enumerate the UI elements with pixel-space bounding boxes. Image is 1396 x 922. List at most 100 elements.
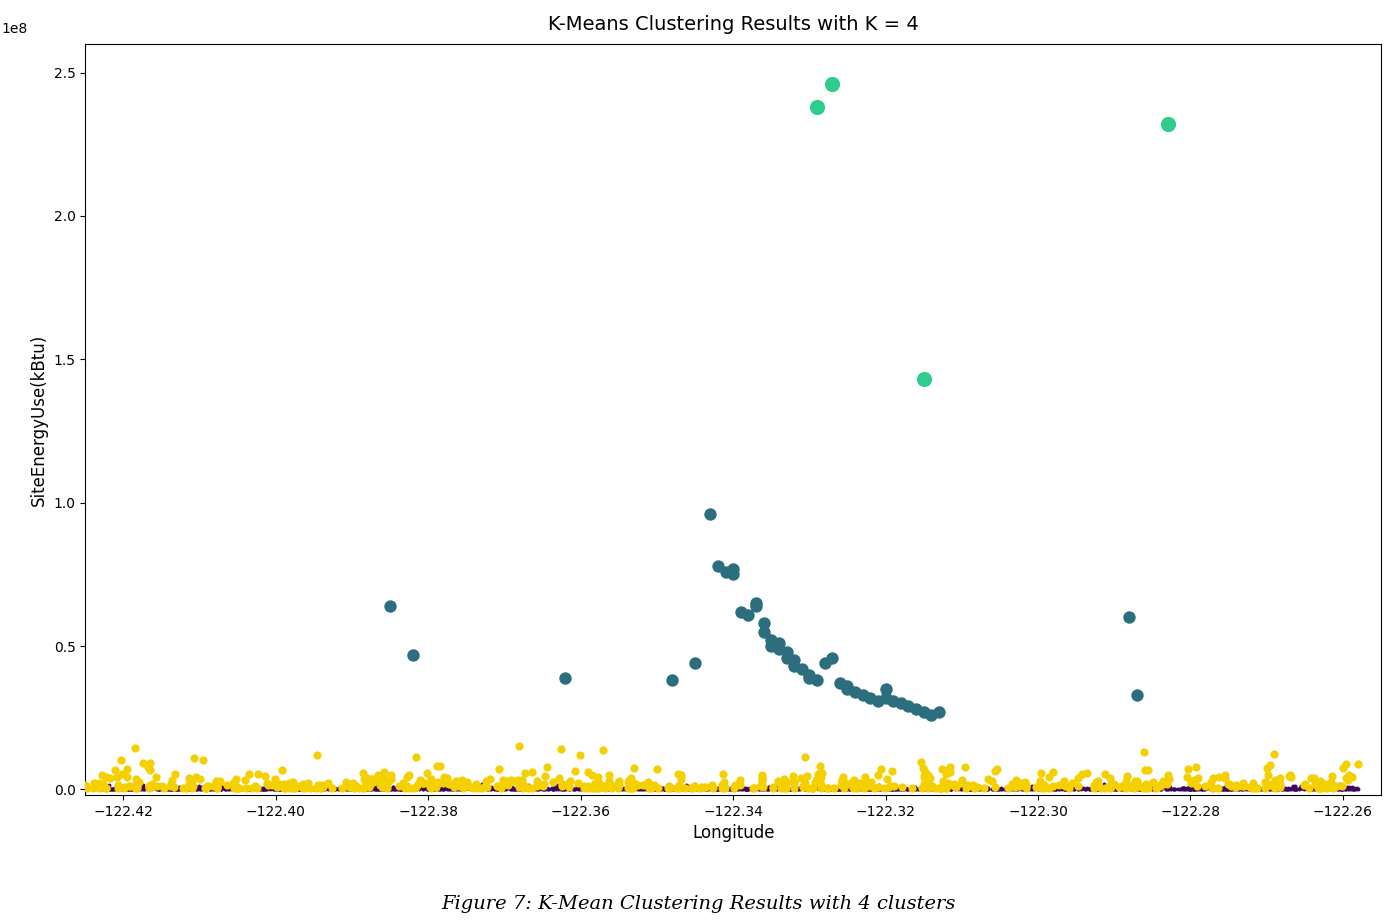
Point [859, 691, 881, 705]
Point [423, 782, 445, 797]
Point [1100, 775, 1122, 790]
Point [1195, 780, 1217, 795]
Point [1308, 782, 1330, 797]
Point [258, 781, 281, 796]
Point [637, 774, 659, 789]
Point [632, 782, 655, 797]
Point [579, 782, 602, 797]
Point [930, 781, 952, 796]
Point [272, 782, 295, 797]
Point [542, 782, 564, 797]
Point [847, 782, 870, 797]
Point [1114, 782, 1136, 797]
Point [465, 780, 487, 795]
Point [359, 781, 381, 796]
Point [808, 782, 831, 797]
Point [1076, 766, 1099, 781]
Point [124, 782, 147, 797]
Point [422, 782, 444, 797]
Point [360, 782, 383, 797]
Point [1248, 782, 1270, 797]
Point [102, 782, 124, 797]
Point [310, 781, 332, 796]
Point [138, 778, 161, 793]
Point [913, 704, 935, 719]
Point [1141, 782, 1163, 797]
Point [251, 782, 274, 797]
Point [1030, 765, 1053, 780]
Point [677, 782, 699, 797]
Point [1127, 688, 1149, 703]
Point [1127, 779, 1149, 794]
Point [867, 780, 889, 795]
Point [476, 782, 498, 797]
Point [423, 781, 445, 796]
Point [783, 775, 805, 790]
Point [179, 777, 201, 792]
Point [151, 782, 173, 797]
Point [226, 781, 248, 796]
Point [944, 781, 966, 796]
Point [652, 781, 674, 796]
Point [1076, 780, 1099, 795]
Point [549, 781, 571, 796]
Point [126, 782, 148, 797]
Point [709, 780, 732, 795]
Point [1180, 781, 1202, 796]
Point [854, 769, 877, 784]
Point [1315, 782, 1337, 797]
Point [664, 782, 687, 797]
Point [486, 781, 508, 796]
Point [470, 782, 493, 797]
Point [1001, 781, 1023, 796]
Point [705, 781, 727, 796]
Point [194, 781, 216, 796]
Point [1153, 775, 1175, 790]
Point [866, 782, 888, 797]
Point [313, 782, 335, 797]
Point [233, 782, 255, 797]
Point [304, 782, 327, 797]
Point [744, 781, 766, 796]
Point [737, 608, 759, 622]
Point [773, 772, 796, 786]
Point [1012, 781, 1034, 796]
Point [202, 782, 225, 797]
Point [458, 781, 480, 796]
Point [216, 777, 239, 792]
Point [158, 781, 180, 796]
Point [162, 781, 184, 796]
Point [945, 780, 967, 795]
Point [1048, 782, 1071, 797]
Point [1227, 782, 1249, 797]
Point [324, 782, 346, 797]
Point [928, 781, 951, 796]
Point [1252, 781, 1275, 796]
Point [701, 782, 723, 797]
Point [859, 781, 881, 796]
Point [720, 781, 743, 796]
Point [762, 782, 785, 797]
Point [930, 781, 952, 796]
Point [216, 780, 239, 795]
Point [138, 762, 161, 777]
Point [452, 782, 475, 797]
Point [1215, 771, 1237, 786]
Point [1308, 781, 1330, 796]
Point [956, 782, 979, 797]
Point [554, 781, 577, 796]
Point [1220, 781, 1242, 796]
Point [976, 780, 998, 795]
Point [835, 781, 857, 796]
Point [706, 781, 729, 796]
Point [246, 779, 268, 794]
Point [1051, 782, 1074, 797]
Point [1280, 770, 1302, 785]
Point [715, 564, 737, 579]
Point [91, 782, 113, 797]
Point [846, 782, 868, 797]
Point [913, 779, 935, 794]
Point [685, 779, 708, 794]
Point [465, 782, 487, 797]
Point [1191, 782, 1213, 797]
